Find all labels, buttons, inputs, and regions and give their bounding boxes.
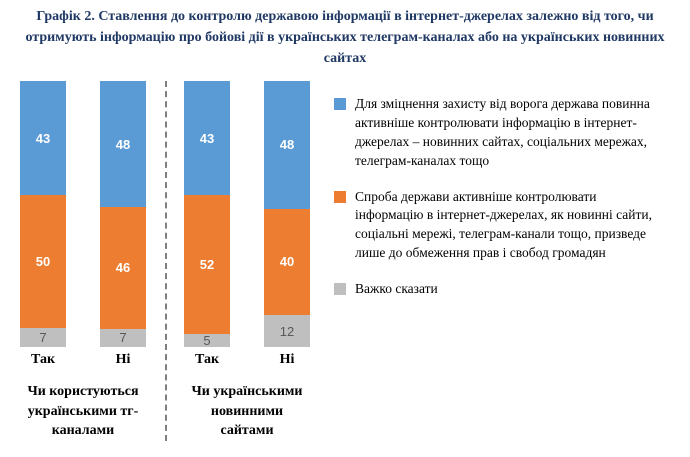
legend-swatch-icon [334,190,346,203]
legend-label: Спроба держави активніше контролювати ін… [355,188,653,261]
bar-group: 43 50 7 Так 48 46 7 Ні Чи користуються українськ… [8,81,158,441]
stacked-bar: 48 40 12 [264,81,310,347]
bar-pair: 43 50 7 Так 48 46 7 Ні [20,81,146,368]
bar-segment: 48 [100,81,146,208]
bar-segment: 40 [264,208,310,316]
bar-column: 48 46 7 Ні [100,81,146,368]
legend-item: Важко сказати [334,280,680,299]
bar-column: 43 52 5 Так [184,81,230,368]
chart-title: Графік 2. Ставлення до контролю державою… [25,9,665,66]
bar-segment: 12 [264,315,310,347]
legend-label: Для зміцнення захисту від ворога держава… [355,96,650,168]
legend-item: Для зміцнення захисту від ворога держава… [334,95,680,171]
bar-segment: 46 [100,207,146,329]
bar-segment: 43 [20,81,66,196]
bar-segment: 52 [184,195,230,334]
category-label: Ні [115,352,131,367]
group-label: Чи користуються українськими тг-каналами [27,384,139,439]
legend-label: Важко сказати [355,281,438,297]
bar-group: 43 52 5 Так 48 40 12 Ні Чи українськими новинним… [172,81,322,441]
stacked-bar: 48 46 7 [100,81,146,347]
bar-column: 43 50 7 Так [20,81,66,368]
group-divider [165,81,167,441]
legend-item: Спроба держави активніше контролювати ін… [334,188,680,264]
stacked-bar: 43 50 7 [20,81,66,347]
bar-segment: 48 [264,81,310,209]
bar-segment: 7 [20,328,66,347]
category-label: Так [30,352,56,367]
plot-area: 43 50 7 Так 48 46 7 Ні Чи користуються українськ… [8,81,322,441]
legend-swatch-icon [334,98,346,110]
bar-segment: 43 [184,81,230,196]
legend-swatch-icon [334,283,346,296]
group-label: Чи українськими новинними сайтами [191,384,303,439]
bar-pair: 43 52 5 Так 48 40 12 Ні [184,81,310,368]
bar-column: 48 40 12 Ні [264,81,310,368]
category-label: Ні [279,352,295,367]
bar-segment: 50 [20,195,66,329]
category-label: Так [194,352,220,367]
bar-segment: 5 [184,333,230,347]
legend: Для зміцнення захисту від ворога держава… [322,81,686,299]
chart-body: 43 50 7 Так 48 46 7 Ні Чи користуються українськ… [0,71,690,441]
stacked-bar: 43 52 5 [184,81,230,347]
bar-segment: 7 [100,328,146,347]
